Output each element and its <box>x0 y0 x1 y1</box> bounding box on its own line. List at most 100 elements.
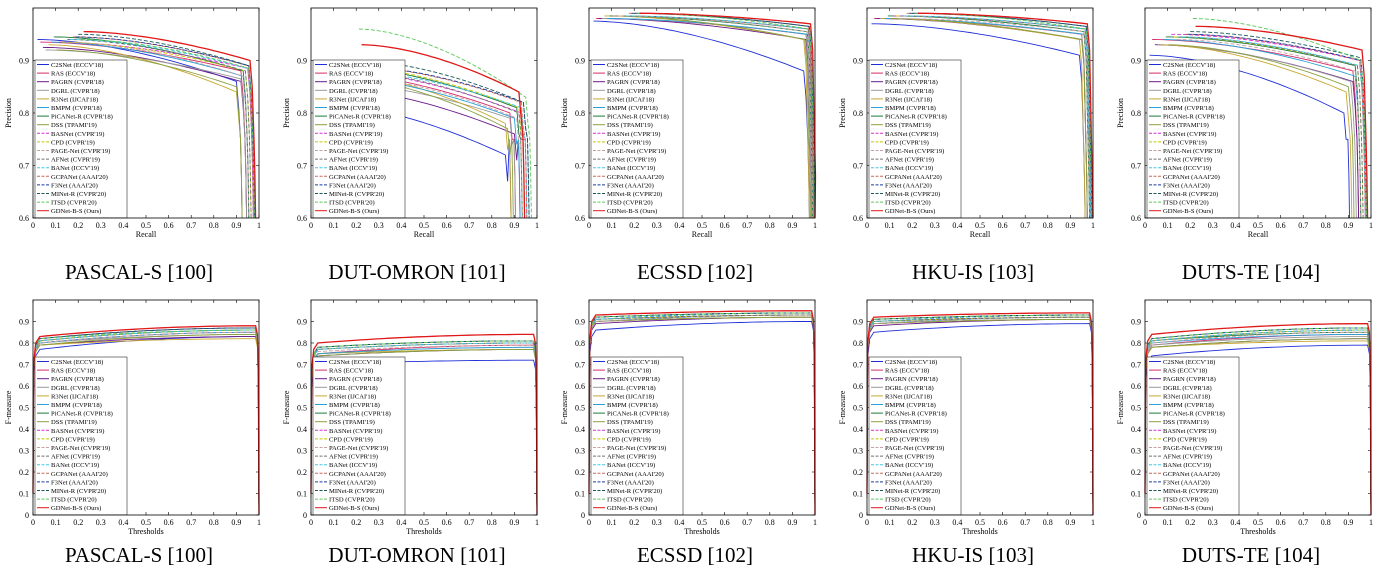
y-tick-label: 0.6 <box>575 382 585 391</box>
legend-box <box>34 356 128 516</box>
pr-curve-17 <box>361 44 526 219</box>
legend-label: GCPANet (AAAI'20) <box>1163 174 1220 181</box>
legend-label: CPD (CVPR'19) <box>1163 436 1207 443</box>
x-tick-label: 0.6 <box>720 221 730 230</box>
y-tick-label: 0.2 <box>853 468 863 477</box>
x-tick-label: 0.8 <box>765 518 775 527</box>
legend-label: PAGE-Net (CVPR'19) <box>1163 148 1222 155</box>
x-axis-label: Recall <box>136 230 157 239</box>
y-axis-label: Precision <box>282 98 291 128</box>
legend-label: RAS (ECCV'18) <box>1163 71 1207 78</box>
y-tick-label: 0.7 <box>575 361 585 370</box>
x-tick-label: 0.2 <box>907 518 917 527</box>
x-tick-label: 0.4 <box>674 221 684 230</box>
legend: C2SNet (ECCV'18) RAS (ECCV'18)PAGRN (CVPR… <box>312 356 406 516</box>
x-tick-label: 0.7 <box>1020 518 1030 527</box>
x-tick-label: 0.5 <box>419 518 429 527</box>
x-tick-label: 0.5 <box>975 518 985 527</box>
legend-label: CPD (CVPR'19) <box>885 139 929 146</box>
legend-label: DGRL (CVPR'18) <box>51 88 100 95</box>
y-tick-label: 0.7 <box>297 162 307 171</box>
y-tick-label: 0.9 <box>575 318 585 327</box>
legend-label: RAS (ECCV'18) <box>885 71 929 78</box>
legend-label: BANet (ICCV'19) <box>607 462 655 469</box>
x-tick-label: 0.3 <box>930 221 940 230</box>
x-tick-label: 0.4 <box>396 221 406 230</box>
y-tick-label: 0.5 <box>297 404 307 413</box>
legend-box <box>868 356 962 516</box>
y-tick-label: 0.1 <box>19 490 29 499</box>
x-tick-label: 0.5 <box>141 518 151 527</box>
legend-label: MINet-R (CVPR'20) <box>51 488 106 495</box>
pr-curve-16 <box>80 39 255 219</box>
y-tick-label: 0 <box>303 511 307 520</box>
y-tick-label: 0.6 <box>575 214 585 223</box>
legend-label: C2SNet (ECCV'18) <box>607 359 659 366</box>
x-tick-label: 0.9 <box>509 221 519 230</box>
legend-label: AFNet (CVPR'19) <box>329 454 378 461</box>
plot-frame <box>866 7 1094 219</box>
y-tick-label: 0.3 <box>297 447 307 456</box>
x-tick-label: 0.7 <box>742 518 752 527</box>
legend-label: DSS (TPAMI'19) <box>1163 419 1209 426</box>
legend-label: ITSD (CVPR'20) <box>51 200 97 207</box>
legend-label: DSS (TPAMI'19) <box>329 122 375 129</box>
fm-curve-17 <box>588 310 816 516</box>
x-tick-label: 0.7 <box>464 221 474 230</box>
x-tick-label: 0.1 <box>607 221 617 230</box>
x-tick-label: 0.1 <box>51 518 61 527</box>
legend-label: MINet-R (CVPR'20) <box>329 488 384 495</box>
panel-caption: ECSSD [102] <box>637 543 753 567</box>
x-tick-label: 0.9 <box>787 518 797 527</box>
x-tick-label: 0.9 <box>1343 221 1353 230</box>
pr-curve-14 <box>1187 33 1367 219</box>
x-tick-label: 0.6 <box>1276 221 1286 230</box>
legend-label: PAGRN (CVPR'18) <box>1163 79 1216 86</box>
y-tick-label: 0.4 <box>575 425 585 434</box>
legend-label: PiCANet-R (CVPR'18) <box>885 411 947 418</box>
y-tick-label: 0 <box>1137 511 1141 520</box>
x-axis-label: Thresholds <box>962 527 998 536</box>
x-tick-label: 0.6 <box>442 221 452 230</box>
legend-label: PAGE-Net (CVPR'19) <box>607 148 666 155</box>
legend-label: BASNet (CVPR'19) <box>329 428 382 435</box>
y-tick-label: 0.9 <box>19 57 29 66</box>
legend-label: GDNet-B-S (Ours) <box>885 505 935 512</box>
legend-label: CPD (CVPR'19) <box>1163 139 1207 146</box>
x-tick-label: 0.8 <box>209 518 219 527</box>
y-tick-label: 0.6 <box>853 214 863 223</box>
legend-label: F3Net (AAAI'20) <box>51 182 98 189</box>
y-tick-label: 0.9 <box>575 57 585 66</box>
legend: C2SNet (ECCV'18) RAS (ECCV'18)PAGRN (CVPR… <box>868 356 962 516</box>
x-tick-label: 0.1 <box>329 221 339 230</box>
x-tick-label: 0.4 <box>1230 221 1240 230</box>
legend-label: MINet-R (CVPR'20) <box>1163 488 1218 495</box>
legend: C2SNet (ECCV'18) RAS (ECCV'18)PAGRN (CVPR… <box>868 59 962 219</box>
x-tick-label: 0 <box>865 221 869 230</box>
x-axis-label: Recall <box>414 230 435 239</box>
legend-label: CPD (CVPR'19) <box>607 436 651 443</box>
x-tick-label: 0.6 <box>998 518 1008 527</box>
y-tick-label: 0.5 <box>853 404 863 413</box>
legend-label: DSS (TPAMI'19) <box>607 419 653 426</box>
y-tick-label: 0.8 <box>297 339 307 348</box>
chart-panel-pr-3: 0.6 0.7 0.8 0.9 0 0.1 0.2 0.3 0.4 0.5 0.6 0.7 0.8 0.9… <box>560 7 817 284</box>
x-tick-label: 0.3 <box>96 518 106 527</box>
legend-label: RAS (ECCV'18) <box>607 71 651 78</box>
legend-label: GDNet-B-S (Ours) <box>607 505 657 512</box>
x-tick-label: 1 <box>257 221 261 230</box>
pr-curve-10 <box>620 15 814 219</box>
x-tick-label: 0.8 <box>1043 518 1053 527</box>
legend-label: F3Net (AAAI'20) <box>329 182 376 189</box>
chart-panel-pr-4: 0.6 0.7 0.8 0.9 0 0.1 0.2 0.3 0.4 0.5 0.6 0.7 0.8 0.9… <box>838 7 1095 284</box>
y-tick-label: 0.6 <box>19 214 29 223</box>
legend-label: BASNet (CVPR'19) <box>1163 131 1216 138</box>
pr-curve-8 <box>59 41 254 219</box>
legend-label: DGRL (CVPR'18) <box>329 88 378 95</box>
x-tick-label: 0.9 <box>231 221 241 230</box>
x-tick-label: 0.3 <box>930 518 940 527</box>
x-tick-label: 0.2 <box>73 518 83 527</box>
legend-label: F3Net (AAAI'20) <box>607 182 654 189</box>
legend: C2SNet (ECCV'18) RAS (ECCV'18)PAGRN (CVPR… <box>312 59 406 219</box>
fm-curve-10 <box>310 344 538 516</box>
